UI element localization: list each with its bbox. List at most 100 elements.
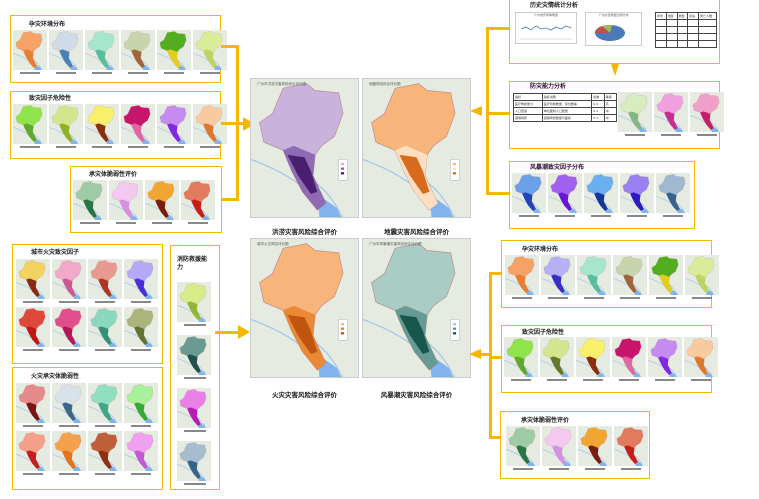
map-thumbnail xyxy=(16,431,50,477)
map-thumbnail xyxy=(578,426,612,472)
map-thumbnail xyxy=(52,383,86,429)
map-thumbnail xyxy=(88,307,122,353)
map-thumbnail xyxy=(121,104,155,150)
map-thumbnail xyxy=(177,282,213,327)
storm-factor-box: 风暴潮致灾因子分布 xyxy=(509,161,695,229)
district-map xyxy=(649,255,683,295)
map-thumbnail xyxy=(73,180,107,226)
thumbnail-caption xyxy=(58,301,80,303)
map-thumbnail xyxy=(157,104,191,150)
group-title: 火灾承灾体脆弱性 xyxy=(31,373,80,380)
map-thumbnail xyxy=(16,259,50,305)
map-thumbnail xyxy=(13,30,47,76)
map-thumbnail xyxy=(620,173,654,219)
disaster-type-pie-chart: 广州灾害类型比例分布 xyxy=(585,12,642,46)
connector xyxy=(221,45,238,48)
district-map xyxy=(620,173,654,213)
thumbnail-caption xyxy=(654,379,676,381)
thumb-row xyxy=(505,255,719,301)
thumb-row xyxy=(13,30,227,76)
thumb-column xyxy=(177,282,213,486)
district-map xyxy=(578,426,612,466)
district-map xyxy=(124,307,158,347)
district-map xyxy=(177,388,211,428)
thumbnail-caption xyxy=(22,301,44,303)
district-map xyxy=(88,259,122,299)
thumbnail-caption xyxy=(199,72,221,74)
district-map xyxy=(13,104,47,144)
connector xyxy=(486,27,510,30)
right-group-1: 孕灾环境分布 xyxy=(501,240,719,308)
thumbnail-caption xyxy=(79,222,101,224)
map-thumbnail xyxy=(85,104,119,150)
district-map xyxy=(684,337,718,377)
thumb-row xyxy=(506,426,648,472)
district-map xyxy=(16,259,50,299)
thumbnail-caption xyxy=(94,301,116,303)
map-thumbnail xyxy=(648,337,682,383)
district-map xyxy=(685,255,719,295)
thumbnail-caption xyxy=(618,379,640,381)
district-map xyxy=(548,173,582,213)
district-map xyxy=(16,383,50,423)
district-map xyxy=(109,180,143,220)
thumbnail-caption xyxy=(130,349,152,351)
map-thumbnail xyxy=(13,104,47,150)
connector xyxy=(489,356,502,359)
group-title: 历史灾情统计分析 xyxy=(530,2,579,9)
map-thumbnail xyxy=(577,255,611,301)
thumbnail-caption xyxy=(115,222,137,224)
connector xyxy=(489,436,501,439)
left-bottom-group-1: 城市火灾致灾因子 xyxy=(12,244,163,364)
group-title: 消防救援能力 xyxy=(177,256,208,271)
thumb-row xyxy=(16,259,162,353)
thumbnail-caption xyxy=(583,297,605,299)
arrow-left-icon xyxy=(470,106,482,116)
district-map xyxy=(124,259,158,299)
thumb-row xyxy=(73,180,215,226)
line-chart-plot xyxy=(520,25,572,40)
map-thumbnail xyxy=(124,259,158,305)
thumbnail-caption xyxy=(55,146,77,148)
left-bottom-group-3: 消防救援能力 xyxy=(170,245,220,490)
map-thumbnail xyxy=(88,259,122,305)
district-map xyxy=(577,255,611,295)
district-map xyxy=(512,173,546,213)
thumbnail-caption xyxy=(518,215,540,217)
map-thumbnail xyxy=(540,337,574,383)
district-map xyxy=(157,104,191,144)
thumb-row xyxy=(504,337,718,383)
map-caption: 火灾灾害风险综合评价 xyxy=(272,391,337,399)
district-map xyxy=(121,30,155,70)
group-title: 致灾因子危险性 xyxy=(29,95,72,102)
pie-slice xyxy=(594,26,610,33)
thumbnail-caption xyxy=(660,134,682,136)
map-thumbnail xyxy=(542,426,576,472)
district-map xyxy=(690,92,724,132)
fire-risk-map: 城市火灾风险评价图 xyxy=(250,238,359,378)
map-caption: 地震灾害风险综合评价 xyxy=(384,228,449,236)
thumbnail-caption xyxy=(127,72,149,74)
pie-slice xyxy=(602,24,612,33)
left-group-3: 承灾体脆弱性评价 xyxy=(70,166,222,233)
group-title: 承灾体脆弱性评价 xyxy=(521,417,570,424)
district-map xyxy=(88,383,122,423)
district-map xyxy=(52,259,86,299)
rainfall-line-chart: 广州市历年降雨量 xyxy=(515,12,577,44)
district-map xyxy=(157,30,191,70)
district-map xyxy=(49,104,83,144)
map-thumbnail xyxy=(124,307,158,353)
pointer-down-icon xyxy=(611,64,619,76)
district-map xyxy=(88,431,122,471)
map-thumbnail xyxy=(181,180,215,226)
connector xyxy=(238,122,244,125)
thumb-row xyxy=(512,173,690,219)
thumbnail-caption xyxy=(662,215,684,217)
district-map xyxy=(52,307,86,347)
connector xyxy=(221,122,238,125)
thumbnail-caption xyxy=(584,468,606,470)
district-map xyxy=(505,255,539,295)
district-map xyxy=(251,79,358,217)
map-thumbnail xyxy=(88,431,122,477)
thumbnail-caption xyxy=(19,146,41,148)
